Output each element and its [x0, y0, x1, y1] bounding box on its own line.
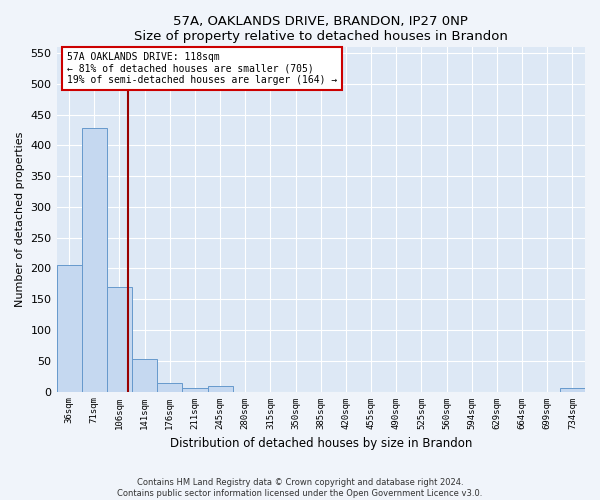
Bar: [208, 386, 233, 392]
Bar: [157, 383, 182, 392]
Bar: [182, 388, 208, 392]
Bar: [132, 359, 157, 392]
Y-axis label: Number of detached properties: Number of detached properties: [15, 132, 25, 307]
Bar: [82, 128, 107, 392]
Text: 57A OAKLANDS DRIVE: 118sqm
← 81% of detached houses are smaller (705)
19% of sem: 57A OAKLANDS DRIVE: 118sqm ← 81% of deta…: [67, 52, 337, 86]
Bar: [56, 266, 82, 392]
X-axis label: Distribution of detached houses by size in Brandon: Distribution of detached houses by size …: [170, 437, 472, 450]
Bar: [560, 388, 585, 392]
Text: Contains HM Land Registry data © Crown copyright and database right 2024.
Contai: Contains HM Land Registry data © Crown c…: [118, 478, 482, 498]
Bar: [107, 287, 132, 392]
Title: 57A, OAKLANDS DRIVE, BRANDON, IP27 0NP
Size of property relative to detached hou: 57A, OAKLANDS DRIVE, BRANDON, IP27 0NP S…: [134, 15, 508, 43]
